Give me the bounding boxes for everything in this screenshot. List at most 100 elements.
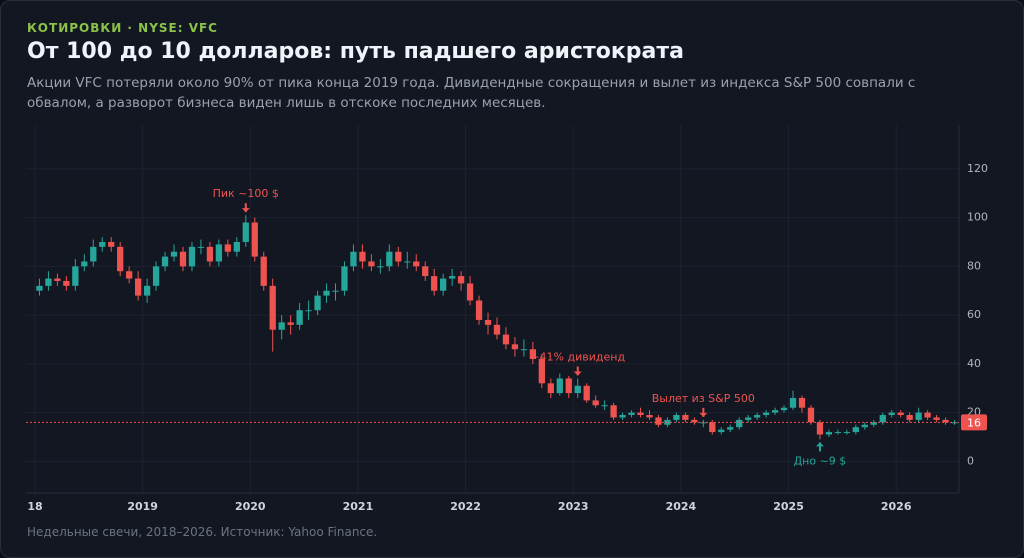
- candle-body: [287, 322, 294, 325]
- candle-body: [323, 290, 330, 296]
- candle-body: [556, 378, 563, 394]
- candle-body: [592, 400, 599, 406]
- x-tick-label: 2021: [343, 500, 374, 513]
- candle-body: [834, 432, 842, 434]
- candle-body: [511, 344, 519, 350]
- candle-body: [251, 222, 258, 257]
- candle-body: [915, 412, 922, 420]
- candle-body: [350, 251, 357, 267]
- x-tick-label: 2026: [881, 500, 912, 513]
- subtitle: Акции VFC потеряли около 90% от пика кон…: [27, 75, 916, 111]
- candle-body: [45, 278, 52, 286]
- candle-body: [646, 415, 653, 418]
- candle-body: [879, 415, 886, 423]
- candle-body: [574, 385, 581, 394]
- price-label: 16: [967, 416, 981, 429]
- candle-body: [161, 256, 169, 267]
- title: От 100 до 10 долларов: путь падшего арис…: [27, 39, 684, 64]
- candle-body: [179, 251, 187, 267]
- y-tick-label: 80: [967, 259, 981, 272]
- candle-body: [852, 427, 859, 433]
- candle-body: [72, 266, 79, 286]
- candle-body: [628, 412, 635, 416]
- candle-body: [529, 349, 537, 359]
- candle-body: [457, 276, 465, 284]
- candle-body: [368, 261, 375, 267]
- candle-body: [762, 412, 770, 416]
- candle-body: [395, 251, 402, 262]
- candle-body: [673, 415, 680, 420]
- candle-body: [440, 278, 447, 291]
- candle-body: [188, 246, 196, 267]
- x-tick-label: 2022: [450, 500, 481, 513]
- candle-body: [108, 241, 115, 247]
- candle-body: [386, 251, 393, 267]
- y-tick-label: 60: [967, 308, 981, 321]
- candle-body: [422, 266, 429, 277]
- candle-body: [305, 310, 312, 312]
- annotation-arrowhead: [573, 371, 582, 376]
- x-tick-label: 18: [27, 500, 42, 513]
- candle-body: [448, 276, 456, 279]
- price-tag: [961, 414, 987, 431]
- footnote: Недельные свечи, 2018–2026. Источник: Ya…: [27, 525, 378, 539]
- candle-body: [466, 283, 474, 301]
- x-tick-label: 2024: [666, 500, 697, 513]
- candle-body: [332, 290, 339, 292]
- candle-body: [413, 261, 420, 267]
- candle-body: [933, 417, 940, 420]
- candle-body: [242, 222, 249, 242]
- candle-body: [296, 310, 303, 325]
- annotation-arrowhead: [815, 442, 824, 447]
- candle-body: [36, 285, 43, 291]
- y-tick-label: 40: [967, 357, 981, 370]
- candle-body: [152, 266, 160, 286]
- candle-body: [143, 285, 151, 296]
- candle-body: [547, 383, 554, 394]
- candle-body: [798, 397, 806, 408]
- candle-body: [906, 415, 913, 420]
- candle-body: [942, 419, 949, 423]
- annotation: Вылет из S&P 500: [652, 392, 755, 405]
- candle-body: [754, 415, 761, 418]
- candle-body: [691, 419, 698, 423]
- candle-body: [134, 278, 142, 296]
- candle-body: [870, 422, 877, 425]
- candle-body: [431, 276, 438, 291]
- candle-body: [359, 251, 366, 262]
- candle-body: [619, 415, 626, 418]
- candle-body: [825, 432, 833, 435]
- candle-body: [197, 246, 205, 248]
- candle-body: [117, 246, 124, 272]
- candle-body: [655, 417, 662, 425]
- candle-body: [170, 251, 178, 257]
- candle-body: [807, 407, 815, 423]
- x-tick-label: 2019: [127, 500, 158, 513]
- candle-body: [278, 322, 285, 330]
- candle-body: [682, 415, 689, 420]
- candle-body: [924, 412, 931, 418]
- candle-body: [81, 261, 88, 267]
- candle-body: [745, 417, 752, 420]
- candle-body: [771, 410, 779, 413]
- candle-body: [718, 429, 725, 433]
- candle-body: [377, 266, 384, 268]
- candle-body: [493, 324, 501, 335]
- candle-body: [565, 378, 572, 394]
- candle-body: [126, 271, 133, 279]
- annotation: Пик ~100 $: [213, 187, 279, 200]
- annotation-arrowhead: [699, 412, 708, 417]
- candle-body: [780, 407, 788, 411]
- candle-body: [475, 300, 483, 320]
- candle-body: [99, 241, 106, 247]
- candle-body: [269, 285, 276, 330]
- candle-body: [224, 244, 231, 252]
- annotation-arrowhead: [241, 208, 250, 213]
- candle-body: [843, 432, 851, 434]
- candle-body: [404, 261, 411, 263]
- candle-body: [341, 266, 348, 291]
- candle-body: [816, 422, 824, 435]
- candle-body: [90, 246, 97, 262]
- candle-body: [583, 385, 590, 401]
